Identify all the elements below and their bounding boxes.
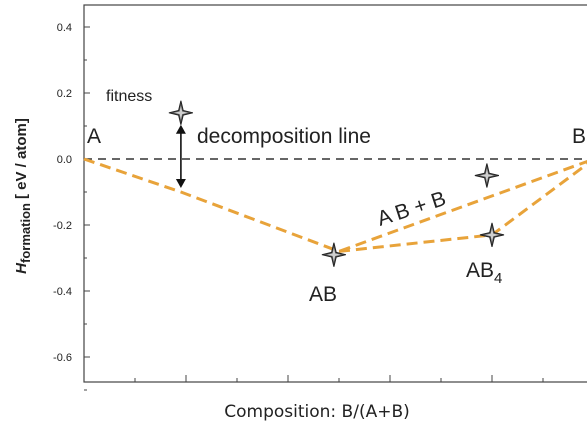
- label-AB4-sub: 4: [494, 270, 502, 287]
- y-axis-label: Hformation [ eV / atom]: [13, 118, 33, 274]
- AB-star: [321, 242, 347, 267]
- AB-plus-B-star: [474, 163, 500, 188]
- label-A: A: [87, 125, 101, 148]
- y-axis-ticks: 0.4 0.2 0.0 -0.2 -0.4 -0.6: [53, 22, 90, 391]
- y-tick-label: 0.0: [57, 154, 72, 166]
- label-fitness: fitness: [106, 88, 152, 105]
- label-AB4-base: AB: [466, 259, 494, 282]
- y-tick-label: -0.6: [53, 352, 72, 364]
- y-axis-label-unit: [ eV / atom]: [13, 118, 30, 199]
- y-axis-label-main: H: [13, 262, 30, 274]
- y-tick-label: -0.2: [53, 220, 72, 232]
- y-tick-label: -0.4: [53, 286, 72, 298]
- x-axis-label: Composition: B/(A+B): [224, 402, 410, 422]
- convex-hull-line: [83, 157, 587, 253]
- x-axis-ticks: [83, 375, 544, 382]
- label-B: B: [572, 125, 586, 148]
- fitness-star: [168, 100, 194, 125]
- y-axis-label-sub: formation: [18, 203, 33, 263]
- plot-frame: [83, 4, 587, 383]
- label-AB: AB: [309, 283, 337, 306]
- label-AB4: AB4: [466, 259, 502, 287]
- label-decomposition-line: decomposition line: [197, 125, 371, 148]
- fitness-arrow: [175, 124, 186, 188]
- y-tick-label: 0.2: [57, 88, 72, 100]
- AB4-star: [479, 222, 505, 248]
- data-stars: [168, 100, 505, 267]
- y-tick-label: 0.4: [57, 22, 72, 34]
